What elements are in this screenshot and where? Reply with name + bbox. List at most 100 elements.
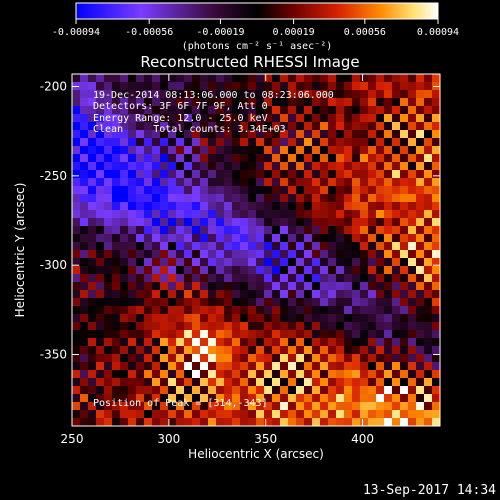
heatmap-cell [336, 418, 345, 426]
heatmap-cell [120, 314, 129, 323]
heatmap-cell [392, 410, 401, 419]
heatmap-cell [288, 170, 297, 179]
heatmap-cell [384, 266, 393, 275]
heatmap-cell [400, 82, 409, 91]
heatmap-cell [224, 186, 233, 195]
heatmap-cell [136, 362, 145, 371]
heatmap-cell [280, 330, 289, 339]
heatmap-cell [240, 322, 249, 331]
heatmap-cell [232, 210, 241, 219]
heatmap-cell [208, 138, 217, 147]
heatmap-cell [384, 306, 393, 315]
heatmap-cell [176, 74, 185, 83]
heatmap-cell [232, 346, 241, 355]
heatmap-cell [200, 402, 209, 411]
heatmap-cell [208, 298, 217, 307]
heatmap-cell [160, 186, 169, 195]
heatmap-cell [352, 218, 361, 227]
annotation-detectors: Detectors: 3F 6F 7F 9F, Att 0 [93, 101, 268, 112]
heatmap-cell [192, 210, 201, 219]
heatmap-cell [400, 242, 409, 251]
heatmap-cell [144, 258, 153, 267]
heatmap-cell [96, 330, 105, 339]
heatmap-cell [288, 218, 297, 227]
heatmap-cell [288, 410, 297, 419]
heatmap-cell [256, 386, 265, 395]
heatmap-cell [80, 106, 89, 115]
heatmap-cell [280, 418, 289, 426]
heatmap-cell [224, 322, 233, 331]
heatmap-cell [184, 98, 193, 107]
heatmap-cell [312, 290, 321, 299]
heatmap-cell [112, 338, 121, 347]
heatmap-cell [408, 162, 417, 171]
heatmap-cell [80, 90, 89, 99]
heatmap-cell [336, 402, 345, 411]
footer-timestamp: 13-Sep-2017 14:34 [363, 483, 496, 498]
heatmap-cell [360, 410, 369, 419]
heatmap-cell [416, 130, 425, 139]
heatmap-cell [424, 242, 433, 251]
heatmap-cell [328, 194, 337, 203]
heatmap-cell [192, 370, 201, 379]
heatmap-cell [288, 338, 297, 347]
heatmap-cell [72, 306, 81, 315]
heatmap-cell [264, 290, 273, 299]
heatmap-cell [216, 402, 225, 411]
heatmap-cell [80, 82, 89, 91]
heatmap-cell [184, 370, 193, 379]
heatmap-cell [368, 298, 377, 307]
heatmap-cell [248, 338, 257, 347]
heatmap-cell [272, 290, 281, 299]
heatmap-cell [304, 338, 313, 347]
heatmap-cell [208, 274, 217, 283]
heatmap-cell [408, 194, 417, 203]
heatmap-cell [216, 418, 225, 426]
heatmap-cell [192, 282, 201, 291]
heatmap-cell [360, 314, 369, 323]
heatmap-cell [376, 202, 385, 211]
heatmap-cell [240, 354, 249, 363]
heatmap-cell [336, 370, 345, 379]
heatmap-cell [152, 242, 161, 251]
heatmap-cell [368, 410, 377, 419]
heatmap-cell [344, 306, 353, 315]
heatmap-cell [344, 234, 353, 243]
heatmap-cell [336, 74, 345, 83]
heatmap-cell [224, 410, 233, 419]
heatmap-cell [264, 330, 273, 339]
heatmap-cell [392, 266, 401, 275]
heatmap-cell [376, 242, 385, 251]
heatmap-cell [168, 338, 177, 347]
heatmap-cell [312, 234, 321, 243]
heatmap-cell [168, 74, 177, 83]
heatmap-cell [272, 162, 281, 171]
heatmap-cell [280, 274, 289, 283]
heatmap-cell [392, 386, 401, 395]
heatmap-cell [152, 298, 161, 307]
heatmap-cell [248, 138, 257, 147]
heatmap-cell [344, 370, 353, 379]
heatmap-cell [424, 98, 433, 107]
heatmap-cell [352, 178, 361, 187]
heatmap-cell [376, 410, 385, 419]
heatmap-cell [168, 226, 177, 235]
heatmap-cell [72, 122, 81, 131]
heatmap-cell [168, 242, 177, 251]
heatmap-cell [360, 170, 369, 179]
heatmap-cell [104, 98, 113, 107]
heatmap-cell [216, 378, 225, 387]
heatmap-cell [144, 234, 153, 243]
heatmap-cell [296, 362, 305, 371]
heatmap-cell [112, 186, 121, 195]
heatmap-cell [104, 266, 113, 275]
heatmap-cell [280, 402, 289, 411]
heatmap-cell [288, 130, 297, 139]
heatmap-cell [344, 258, 353, 267]
heatmap-cell [272, 338, 281, 347]
heatmap-cell [432, 106, 440, 115]
heatmap-cell [208, 354, 217, 363]
heatmap-cell [312, 74, 321, 83]
heatmap-cell [392, 258, 401, 267]
heatmap-cell [104, 354, 113, 363]
